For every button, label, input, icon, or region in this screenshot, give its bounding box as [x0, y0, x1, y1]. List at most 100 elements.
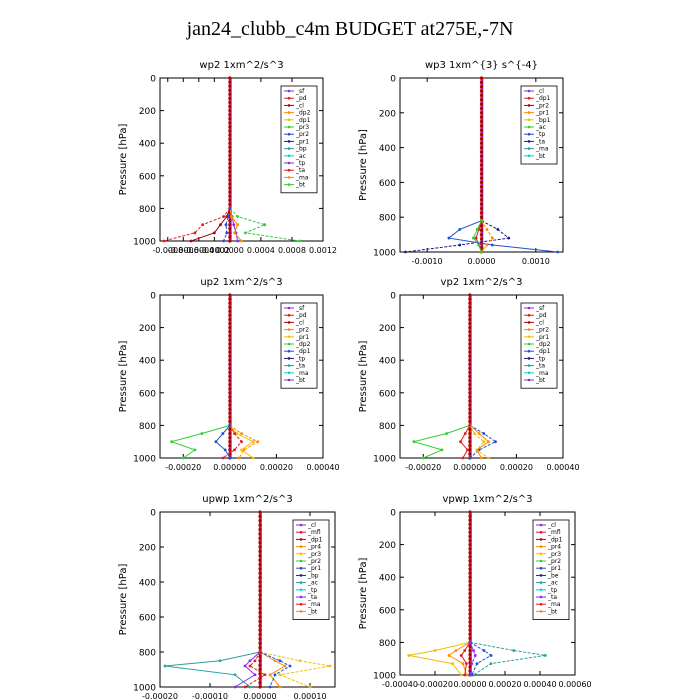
profile-marker: [228, 149, 232, 153]
series-point: [224, 223, 228, 227]
profile-marker: [468, 334, 472, 338]
legend-marker: [539, 559, 543, 563]
series-point: [181, 456, 185, 460]
legend-marker: [287, 342, 291, 346]
profile-marker: [468, 547, 472, 551]
series-point: [200, 432, 204, 435]
profile-marker: [228, 297, 232, 301]
legend-marker: [287, 183, 291, 186]
profile-marker: [468, 321, 472, 326]
profile-marker: [228, 178, 232, 182]
profile-marker: [258, 632, 262, 637]
profile-marker: [228, 407, 232, 411]
profile-marker: [228, 235, 232, 239]
y-axis-label: Pressure [hPa]: [358, 129, 369, 201]
series-point: [222, 215, 226, 218]
profile-marker: [228, 166, 232, 170]
legend-entry: _pd: [295, 312, 307, 319]
profile-marker: [228, 92, 232, 96]
x-tick-label: 0.00060: [558, 680, 591, 689]
series-point: [458, 243, 462, 247]
series-point: [236, 223, 240, 227]
profile-marker: [479, 228, 484, 232]
profile-marker: [258, 589, 262, 593]
profile-marker: [468, 330, 472, 334]
profile-marker: [228, 186, 232, 190]
profile-marker: [228, 321, 232, 326]
legend-entry: _ta: [307, 594, 317, 601]
series-line-1: [469, 424, 497, 459]
series-point: [461, 456, 465, 460]
y-tick-label: 400: [139, 140, 156, 150]
series-point: [489, 662, 493, 665]
profile-marker: [468, 587, 472, 592]
series-line-2: [190, 208, 231, 242]
profile-marker: [468, 391, 472, 395]
legend-marker: [527, 89, 531, 93]
series-point: [268, 673, 272, 677]
profile-marker: [468, 534, 472, 539]
plot-frame: [159, 294, 324, 459]
legend-entry: _pd: [295, 95, 307, 102]
profile-marker: [468, 301, 472, 305]
legend-marker: [287, 378, 291, 382]
legend-marker: [287, 111, 291, 114]
series-point: [228, 207, 232, 210]
series-point: [473, 432, 476, 435]
profile-marker: [228, 100, 232, 105]
legend-marker: [527, 371, 531, 375]
profile-marker: [228, 431, 232, 436]
profile-marker: [479, 215, 484, 219]
profile-marker: [228, 161, 232, 166]
profile-marker: [468, 317, 472, 322]
legend-entry: _dp2: [535, 341, 551, 348]
legend-entry: _cl: [295, 102, 304, 109]
profile-marker: [468, 604, 472, 608]
legend-marker: [527, 140, 531, 143]
legend-entry: _ac: [547, 580, 558, 587]
series-point: [233, 685, 237, 689]
series-point: [477, 243, 481, 247]
legend-marker: [527, 96, 531, 100]
legend-marker: [539, 574, 543, 577]
series-point: [454, 649, 458, 652]
profile-marker: [228, 198, 232, 202]
profile-marker: [468, 419, 472, 423]
y-tick-label: 1000: [373, 455, 396, 465]
legend-marker: [287, 140, 291, 143]
series-point: [407, 654, 411, 657]
legend-entry: _ta: [547, 594, 557, 601]
profile-marker: [479, 246, 484, 250]
series-point: [212, 231, 216, 235]
legend-entry: _ta: [295, 167, 305, 174]
series-point: [237, 456, 241, 460]
profile-marker: [479, 211, 484, 215]
legend-box: [280, 85, 318, 194]
legend-box: [292, 519, 330, 620]
profile-marker: [468, 358, 472, 362]
legend-entry: _bt: [307, 608, 318, 615]
x-tick-label: 0.00000: [453, 463, 486, 472]
legend-marker: [539, 595, 543, 599]
profile-marker: [468, 648, 472, 653]
legend-entry: _pr1: [307, 565, 321, 572]
profile-marker: [228, 117, 232, 121]
profile-marker: [228, 133, 232, 137]
legend-entry: _sf: [295, 305, 305, 312]
series-point: [263, 673, 267, 677]
series-line-5: [223, 208, 231, 242]
profile-marker: [228, 309, 232, 313]
legend-entry: _pr3: [307, 551, 321, 558]
profile-marker: [468, 431, 472, 436]
series-line-3: [469, 425, 489, 459]
series-point: [278, 673, 282, 677]
profile-marker: [258, 663, 262, 667]
series-point: [248, 685, 252, 689]
legend-entry: _pd: [535, 312, 547, 319]
x-tick-label: -0.0002: [199, 246, 230, 255]
series-point: [243, 685, 247, 689]
chart-title: wp2 1xm^2/s^3: [199, 60, 283, 71]
x-tick-label: 0.0010: [522, 257, 550, 266]
chart-title: vpwp 1xm^2/s^3: [442, 494, 532, 505]
series-point: [490, 243, 494, 247]
